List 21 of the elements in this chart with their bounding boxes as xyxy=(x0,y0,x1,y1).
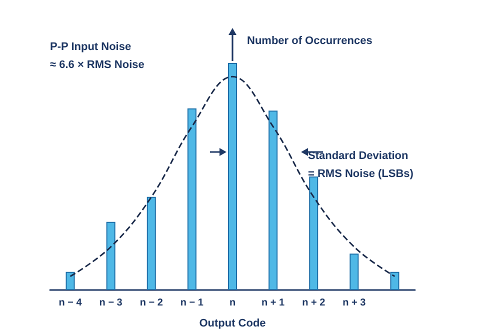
x-tick-label: n − 3 xyxy=(99,298,123,308)
bar xyxy=(106,222,116,290)
bar xyxy=(390,272,400,290)
bar xyxy=(187,108,196,290)
x-tick-label: n − 4 xyxy=(58,298,82,308)
bar xyxy=(309,176,318,290)
annotation: P-P Input Noise ≈ 6.6 × RMS Noise xyxy=(50,41,144,71)
bar xyxy=(350,254,359,290)
bar xyxy=(228,63,237,290)
x-axis-title: Output Code xyxy=(199,318,266,330)
bar xyxy=(268,110,278,290)
x-tick-label: n + 1 xyxy=(262,298,286,308)
x-tick-label: n xyxy=(229,298,236,308)
bar xyxy=(146,196,156,290)
x-tick-label: n − 1 xyxy=(180,298,204,308)
text: Number of Occurrences xyxy=(247,35,372,47)
bar xyxy=(66,272,75,290)
x-tick-label: n + 2 xyxy=(302,298,326,308)
x-tick-label: n + 3 xyxy=(342,298,366,308)
annotation: Standard Deviation = RMS Noise (LSBs) xyxy=(308,150,414,180)
x-tick-label: n − 2 xyxy=(140,298,164,308)
